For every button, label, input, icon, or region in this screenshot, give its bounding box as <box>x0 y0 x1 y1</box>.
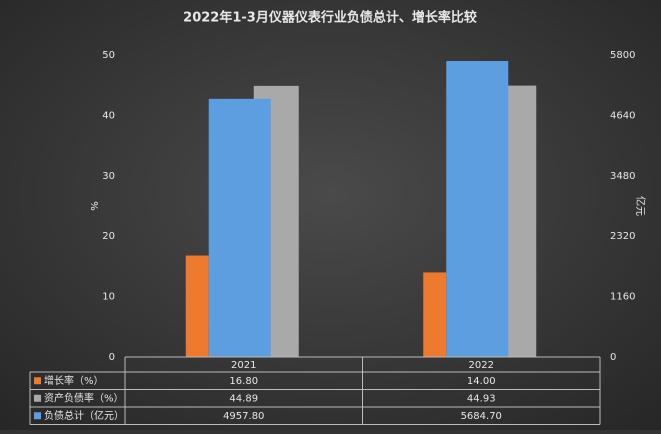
x-tick-label: 2021 <box>231 360 256 371</box>
y-tick-label: 0 <box>109 352 115 363</box>
y-tick-label: 10 <box>102 292 115 303</box>
legend-label: 资产负债率（%） <box>44 391 124 404</box>
table-value: 44.93 <box>467 393 496 404</box>
y2-tick-label: 2320 <box>610 231 635 242</box>
table-value: 4957.80 <box>223 411 264 422</box>
bar <box>446 61 509 358</box>
legend-label: 负债总计（亿元） <box>44 409 124 422</box>
y2-tick-label: 5800 <box>610 50 635 61</box>
bar <box>423 272 447 357</box>
bar <box>185 255 209 357</box>
y-axis-label: % <box>90 201 101 211</box>
table-value: 44.89 <box>229 393 258 404</box>
bar <box>208 98 271 358</box>
y2-tick-label: 3480 <box>610 171 635 182</box>
x-tick-label: 2022 <box>469 360 494 371</box>
table-value: 16.80 <box>229 376 258 387</box>
y-tick-label: 30 <box>102 171 115 182</box>
y-tick-label: 20 <box>102 231 115 242</box>
table-value: 14.00 <box>467 376 496 387</box>
y2-tick-label: 0 <box>610 352 616 363</box>
chart-title: 2022年1-3月仪器仪表行业负债总计、增长率比较 <box>183 10 477 26</box>
y2-axis-label: 亿元 <box>634 196 647 216</box>
y-tick-label: 40 <box>102 110 115 121</box>
y2-tick-label: 1160 <box>610 292 635 303</box>
table-value: 5684.70 <box>461 411 502 422</box>
y2-tick-label: 4640 <box>610 110 635 121</box>
legend-swatch <box>34 412 41 420</box>
legend-swatch <box>34 394 41 402</box>
legend-label: 增长率（%） <box>44 374 104 387</box>
y-tick-label: 50 <box>102 50 115 61</box>
legend-swatch <box>34 377 41 385</box>
